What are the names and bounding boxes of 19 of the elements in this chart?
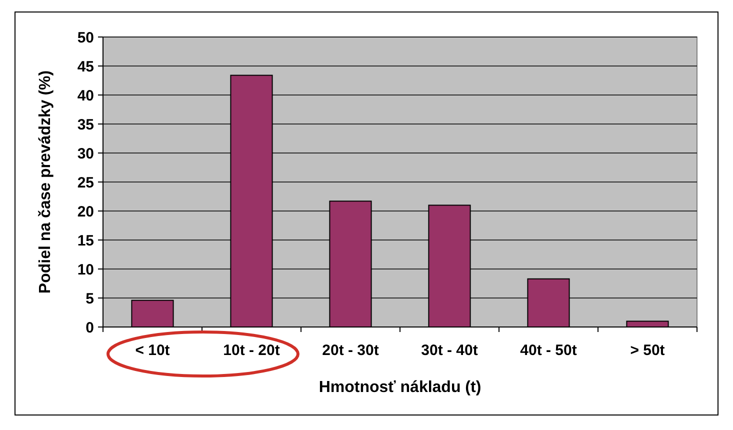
x-tick-label: > 50t	[630, 342, 665, 359]
y-tick-label: 50	[77, 29, 94, 46]
x-tick-label: 30t - 40t	[421, 342, 478, 359]
y-tick-label: 10	[77, 261, 94, 278]
y-tick-label: 45	[77, 58, 94, 76]
y-tick-label: 25	[77, 174, 94, 192]
y-tick-label: 5	[86, 290, 94, 308]
x-tick-label: 40t - 50t	[520, 342, 577, 359]
y-tick-label: 15	[77, 232, 94, 250]
x-tick-label: < 10t	[135, 342, 170, 359]
y-axis-title: Podiel na čase prevádzky (%)	[37, 70, 54, 294]
x-axis-title: Hmotnosť nákladu (t)	[318, 379, 482, 396]
y-tick-label: 20	[77, 203, 94, 220]
y-tick-label: 40	[77, 87, 94, 104]
y-tick-label: 0	[86, 319, 94, 336]
x-tick-label: 20t - 30t	[322, 342, 379, 359]
x-tick-label: 10t - 20t	[223, 342, 280, 359]
y-tick-label: 35	[77, 116, 94, 134]
y-tick-label: 30	[77, 145, 94, 162]
